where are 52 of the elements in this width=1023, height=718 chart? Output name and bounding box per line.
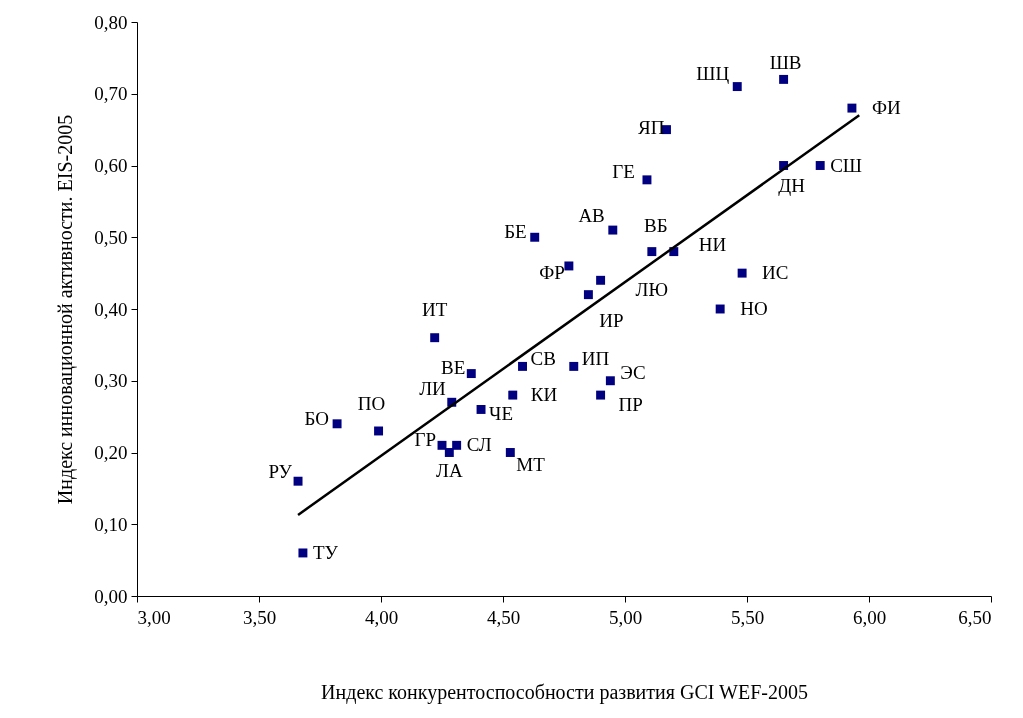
x-tick-label: 6,50 bbox=[958, 606, 992, 628]
y-tick-label: 0,50 bbox=[94, 226, 128, 248]
y-tick-label: 0,60 bbox=[94, 155, 128, 176]
y-tick-label: 0,00 bbox=[94, 585, 128, 607]
annotation: ШВ bbox=[769, 52, 802, 74]
annotation: ИТ bbox=[422, 298, 448, 320]
annotation: НИ bbox=[698, 233, 727, 255]
x-tick-label: 3,00 bbox=[137, 606, 171, 628]
x-axis-title: Индекс конкурентоспособности развития GCI WEF-2005 bbox=[321, 680, 808, 704]
annotation: РУ bbox=[268, 461, 293, 483]
annotation: ЛЮ bbox=[635, 279, 669, 301]
annotation: ДН bbox=[778, 174, 806, 196]
y-tick-label: 0,10 bbox=[94, 513, 128, 535]
y-tick-label: 0,20 bbox=[94, 442, 128, 463]
y-tick-label: 0,80 bbox=[94, 11, 128, 33]
x-tick-label: 5,00 bbox=[608, 606, 643, 628]
annotation: ИП bbox=[581, 348, 610, 370]
annotation: СВ bbox=[530, 348, 556, 370]
y-axis-title: Индекс инновационной активности. EIS-2005 bbox=[54, 114, 78, 505]
annotation: ШЦ bbox=[696, 62, 730, 84]
annotation: БО bbox=[304, 407, 330, 429]
annotation: ПР bbox=[618, 394, 643, 416]
annotation: ГЕ bbox=[612, 160, 635, 182]
annotation: ИС bbox=[762, 262, 789, 284]
annotation: СШ bbox=[830, 154, 863, 176]
annotation: ЭС bbox=[620, 361, 646, 383]
annotation: ФР bbox=[539, 261, 565, 283]
annotation: БЕ bbox=[504, 221, 527, 243]
x-tick-label: 5,50 bbox=[730, 606, 765, 628]
annotation: КИ bbox=[530, 384, 558, 406]
annotation: ЛА bbox=[436, 459, 463, 481]
annotation: АВ bbox=[578, 205, 605, 227]
annotation: СЛ bbox=[466, 434, 492, 456]
annotation: ИР bbox=[599, 309, 624, 331]
annotation: ТУ bbox=[312, 541, 339, 563]
annotation: ЧЕ bbox=[489, 403, 514, 425]
annotation: ЯП bbox=[638, 116, 665, 138]
x-tick-label: 4,00 bbox=[364, 606, 399, 628]
annotation: ВЕ bbox=[441, 356, 466, 378]
annotation: ГР bbox=[414, 429, 436, 451]
annotation: МТ bbox=[516, 453, 546, 475]
y-tick-label: 0,40 bbox=[94, 298, 128, 320]
annotation: ВБ bbox=[644, 214, 668, 236]
x-tick-label: 6,00 bbox=[852, 606, 887, 628]
x-tick-label: 4,50 bbox=[486, 606, 521, 628]
annotation: ФИ bbox=[871, 97, 901, 119]
annotation: НО bbox=[740, 298, 768, 319]
x-tick-label: 3,50 bbox=[242, 606, 277, 628]
y-tick-label: 0,70 bbox=[94, 83, 128, 105]
annotation: ЛИ bbox=[419, 378, 447, 400]
annotation: ПО bbox=[357, 392, 386, 414]
y-tick-label: 0,30 bbox=[94, 370, 128, 392]
